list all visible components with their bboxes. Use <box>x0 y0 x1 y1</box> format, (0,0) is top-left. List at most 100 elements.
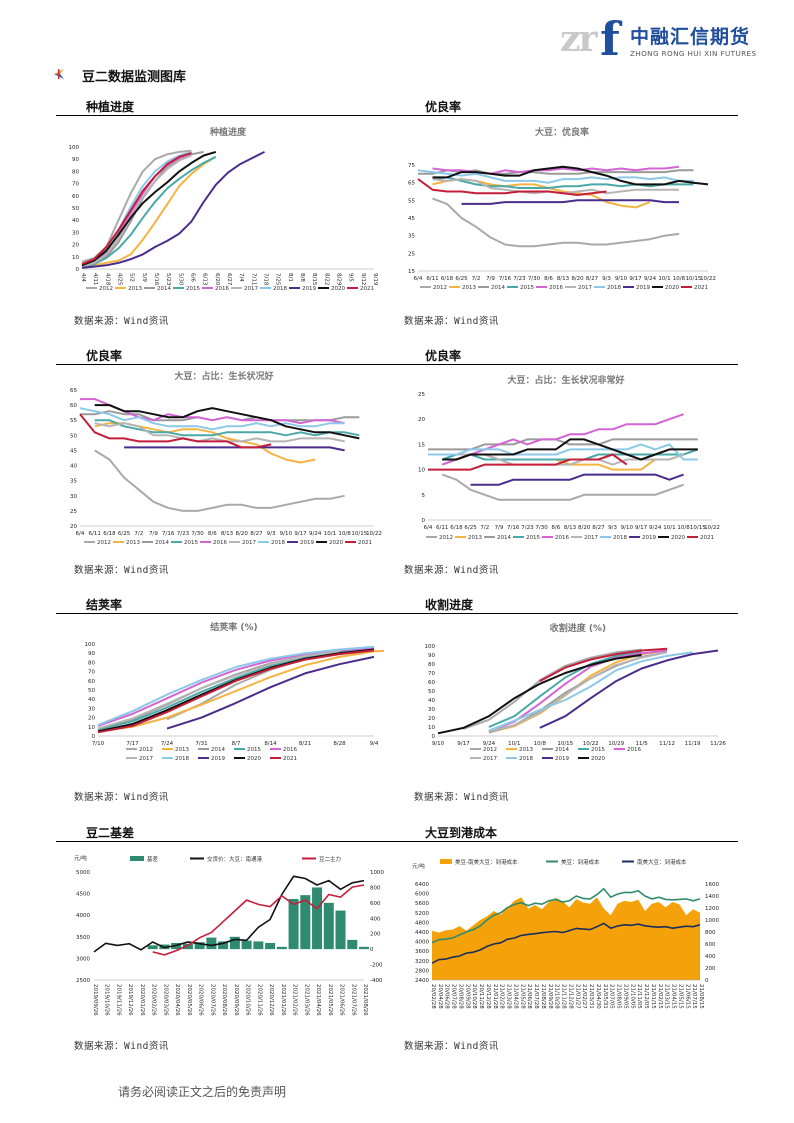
x-tick-label: 9/10 <box>621 525 634 531</box>
series-line-2013 <box>81 155 217 268</box>
y-right-tick-label: 600 <box>370 901 381 907</box>
x-tick-label: 2020/12/26 <box>268 984 274 1016</box>
x-tick-label: 21/02/15 <box>657 984 663 1009</box>
legend-label: 2013 <box>175 747 189 753</box>
x-tick-label: 2020/10/26 <box>245 984 251 1016</box>
panel-heading-excellent: 优良率 <box>425 349 462 363</box>
x-tick-label: 10/1 <box>658 276 670 282</box>
x-tick-label: 2021/06/26 <box>339 984 345 1016</box>
legend-label: 2012 <box>439 535 453 541</box>
y-tick-label: 80 <box>72 169 79 175</box>
x-tick-label: 8/20 <box>578 525 591 531</box>
x-tick-label: 9/12 <box>360 273 366 285</box>
x-tick-label: 2019/11/26 <box>115 984 121 1016</box>
x-tick-label: 21/07/15 <box>691 984 697 1009</box>
x-tick-label: 8/20 <box>236 531 249 537</box>
x-tick-label: 20/08/28 <box>457 984 463 1009</box>
legend-label: 2015 <box>184 540 198 546</box>
basis-bar <box>194 942 205 950</box>
unit-label: 元/吨 <box>74 854 87 862</box>
x-tick-label: 21/09/28 <box>547 984 553 1009</box>
x-tick-label: 5/30 <box>177 273 183 286</box>
x-tick-label: 8/27 <box>250 531 263 537</box>
legend-label: 2017 <box>578 285 592 291</box>
x-tick-label: 2019/12/26 <box>127 984 133 1016</box>
x-tick-label: 20/10/28 <box>471 984 477 1009</box>
x-tick-label: 10/22 <box>704 525 720 531</box>
x-tick-label: 10/29 <box>608 741 624 747</box>
x-tick-label: 7/18 <box>263 273 269 286</box>
divider <box>56 364 738 365</box>
legend-label: 2020 <box>591 756 605 762</box>
y-left-tick-label: 2800 <box>415 968 429 974</box>
x-tick-label: 21/06/28 <box>526 984 532 1009</box>
y-tick-label: 20 <box>88 716 95 722</box>
x-tick-label: 6/18 <box>441 276 454 282</box>
y-tick-label: 80 <box>428 662 435 668</box>
y-left-tick-label: 3500 <box>76 935 90 941</box>
x-tick-label: 6/20 <box>214 273 220 286</box>
chart-title: 收割进度 (%) <box>550 622 606 634</box>
y-left-tick-label: 3600 <box>415 949 429 955</box>
y-tick-label: 60 <box>72 194 79 200</box>
y-tick-label: 20 <box>418 417 425 423</box>
y-right-tick-label: -400 <box>370 978 383 984</box>
y-left-tick-label: 3000 <box>76 956 90 962</box>
x-tick-label: 2019/09/26 <box>92 984 98 1016</box>
x-tick-label: 7/17 <box>126 741 139 747</box>
legend-label: 2020 <box>329 540 343 546</box>
logo-chinese-name: 中融汇信期货 <box>630 26 751 48</box>
legend-label: 2019 <box>555 756 569 762</box>
x-tick-label: 7/11 <box>250 273 256 285</box>
y-tick-label: 90 <box>72 157 79 163</box>
basis-bar <box>206 937 217 950</box>
x-tick-label: 10/8 <box>673 276 686 282</box>
y-right-tick-label: 1400 <box>705 894 719 900</box>
y-right-tick-label: 1600 <box>705 882 719 888</box>
x-tick-label: 2020/08/26 <box>221 984 227 1016</box>
y-right-tick-label: 1000 <box>370 870 384 876</box>
x-tick-label: 8/13 <box>557 276 570 282</box>
y-tick-label: 55 <box>70 418 77 424</box>
x-tick-label: 10/1 <box>324 531 336 537</box>
x-tick-label: 7/30 <box>528 276 541 282</box>
y-tick-label: 15 <box>418 442 425 448</box>
bullet-icon <box>54 69 64 79</box>
y-left-tick-label: 4000 <box>415 940 429 946</box>
series-line-2021 <box>417 178 607 196</box>
legend-label: 2021 <box>700 535 714 541</box>
legend-label: 2017 <box>244 286 258 292</box>
legend-label: 2017 <box>139 756 153 762</box>
legend-label: 2017 <box>242 540 256 546</box>
y-tick-label: 40 <box>72 218 79 224</box>
x-tick-label: 7/9 <box>486 276 495 282</box>
series-line-2013 <box>94 422 316 464</box>
x-tick-label: 10/22 <box>700 276 716 282</box>
x-tick-label: 2021/03/26 <box>303 984 309 1016</box>
x-tick-label: 7/23 <box>513 276 526 282</box>
legend-label: 2020 <box>331 286 345 292</box>
y-tick-label: 50 <box>88 688 95 694</box>
x-tick-label: 8/20 <box>571 276 584 282</box>
legend-label: 2013 <box>126 540 140 546</box>
x-tick-label: 2021/01/26 <box>280 984 286 1016</box>
x-tick-label: 2021/05/26 <box>327 984 333 1016</box>
series-line-2017 <box>81 154 192 268</box>
unit-label: 元/吨 <box>412 862 425 870</box>
source-note: 数据来源：Wind资讯 <box>74 1041 169 1052</box>
y-right-tick-label: 0 <box>370 947 374 953</box>
series-line-2019 <box>539 649 719 729</box>
x-tick-label: 2020/04/26 <box>174 984 180 1016</box>
y-right-tick-label: 0 <box>705 978 709 984</box>
x-tick-label: 9/3 <box>267 531 276 537</box>
legend-label: 2018 <box>271 540 285 546</box>
y-right-tick-label: 400 <box>705 954 716 960</box>
legend-label: 2013 <box>468 535 482 541</box>
y-left-tick-label: 4400 <box>415 930 429 936</box>
x-tick-label: 7/2 <box>480 525 489 531</box>
x-tick-label: 21/03/31 <box>588 984 594 1009</box>
y-right-tick-label: 1200 <box>705 906 719 912</box>
legend-label: 2018 <box>613 535 627 541</box>
y-tick-label: 40 <box>88 697 95 703</box>
y-tick-label: 10 <box>88 725 95 731</box>
